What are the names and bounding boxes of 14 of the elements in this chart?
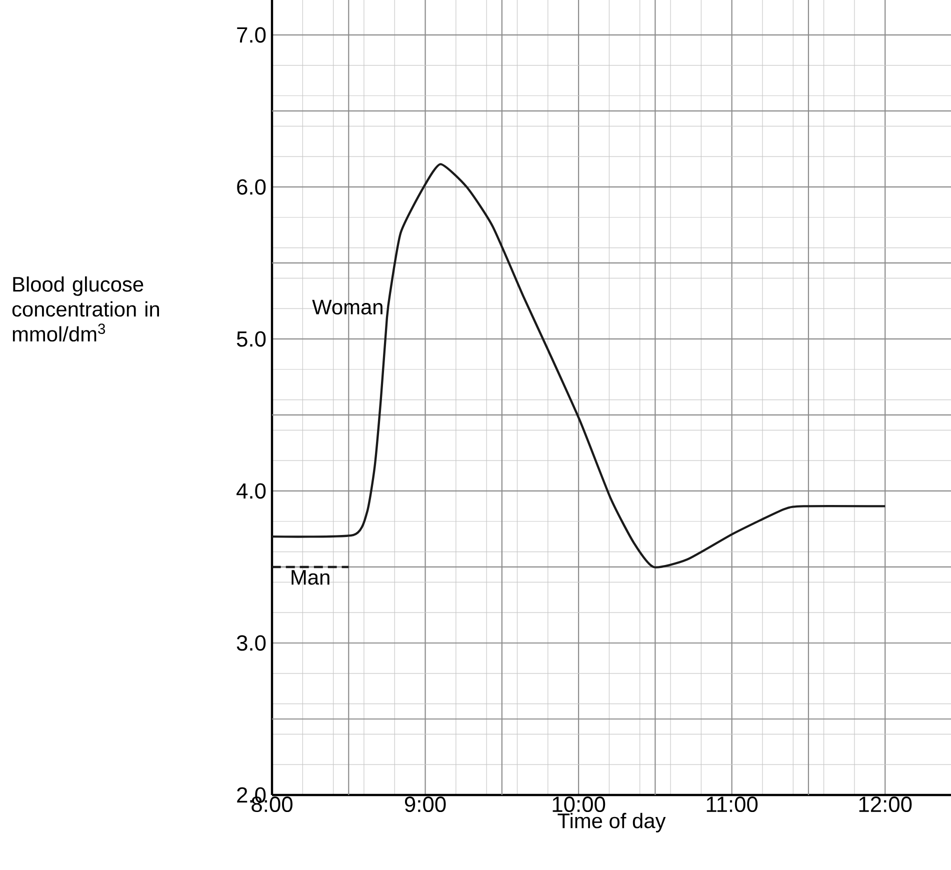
x-tick-label: 12:00 (859, 796, 912, 812)
y-axis-title: Blood glucose concentration in mmol/dm$^{3}$ (12, 276, 160, 342)
x-tick-label: 9:00 (404, 796, 446, 812)
series-label: Man (292, 570, 330, 585)
series-label: Woman (312, 300, 382, 314)
line-series (270, 163, 886, 568)
y-tick-label: 4.0 (236, 483, 266, 499)
y-tick-label: 5.0 (236, 331, 266, 347)
x-axis-title: Time of day (558, 812, 666, 832)
y-tick-label: 7.0 (237, 27, 266, 43)
x-tick-label: 10:00 (552, 796, 606, 812)
y-tick-label: 6.0 (237, 179, 266, 195)
x-tick-label: 11:00 (706, 796, 758, 812)
y-tick-label: 3.0 (236, 635, 266, 651)
